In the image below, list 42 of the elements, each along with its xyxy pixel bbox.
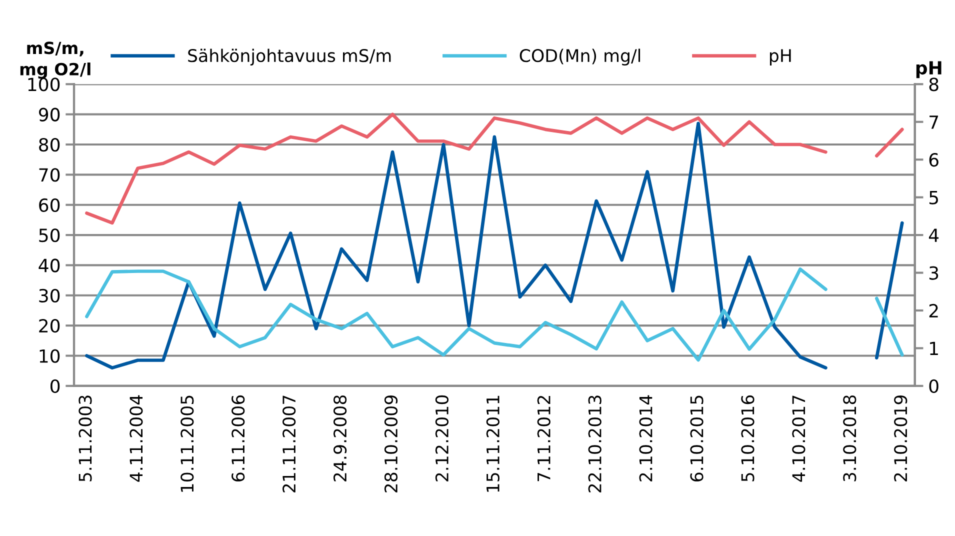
- y2-tick-label: 6: [929, 153, 938, 167]
- y-tick-label: 100: [28, 78, 60, 92]
- y-tick-label: 60: [39, 198, 60, 212]
- x-tick-label: 15.11.2011: [486, 396, 500, 492]
- y2-tick-label: 1: [930, 342, 938, 356]
- legend-label: Sähkönjohtavuus mS/m: [188, 48, 391, 66]
- legend-label: COD(Mn) mg/l: [520, 48, 640, 66]
- y-tick-label: 70: [39, 168, 60, 182]
- x-tick-label: 4.10.2017: [792, 396, 806, 482]
- y2-tick-label: 5: [929, 191, 938, 204]
- x-tick-label: 2.12.2010: [435, 395, 449, 482]
- x-tick-label: 4.11.2004: [130, 395, 143, 482]
- y2-tick-label: 4: [928, 228, 939, 242]
- y-tick-label: 20: [39, 319, 60, 333]
- y-tick-label: 0: [50, 379, 60, 394]
- x-tick-label: 6.11.2006: [232, 395, 245, 482]
- y-axis-title: mS/m, mg O2/l: [20, 42, 90, 79]
- x-tick-label: 2.10.2019: [894, 395, 908, 482]
- x-tick-label: 24.9.2008: [333, 395, 347, 482]
- x-tick-label: 5.11.2003: [78, 396, 92, 482]
- x-tick-label: 10.11.2005: [180, 396, 194, 492]
- y-tick-label: 10: [40, 349, 60, 363]
- x-tick-label: 21.11.2007: [282, 396, 296, 492]
- x-tick-label: 3.10.2018: [843, 395, 856, 482]
- y2-tick-label: 8: [929, 78, 938, 92]
- legend-label: pH: [770, 49, 791, 66]
- y2-tick-label: 0: [929, 379, 938, 394]
- x-tick-label: 7.11.2012: [537, 396, 550, 482]
- x-tick-label: 2.10.2014: [639, 395, 652, 482]
- y-tick-label: 90: [38, 108, 60, 122]
- x-tick-label: 22.10.2013: [588, 396, 602, 492]
- y2-tick-label: 3: [929, 266, 938, 280]
- y2-tick-label: 2: [929, 304, 938, 318]
- y2-tick-label: 7: [930, 116, 938, 129]
- y-tick-label: 80: [39, 138, 60, 152]
- x-tick-label: 28.10.2009: [384, 395, 398, 492]
- y-tick-label: 50: [39, 228, 60, 242]
- y-tick-label: 40: [38, 258, 60, 272]
- x-tick-label: 6.10.2015: [690, 396, 704, 482]
- x-tick-label: 5.10.2016: [741, 395, 754, 482]
- y2-axis-title: pH: [916, 61, 942, 78]
- y-tick-label: 30: [39, 288, 60, 303]
